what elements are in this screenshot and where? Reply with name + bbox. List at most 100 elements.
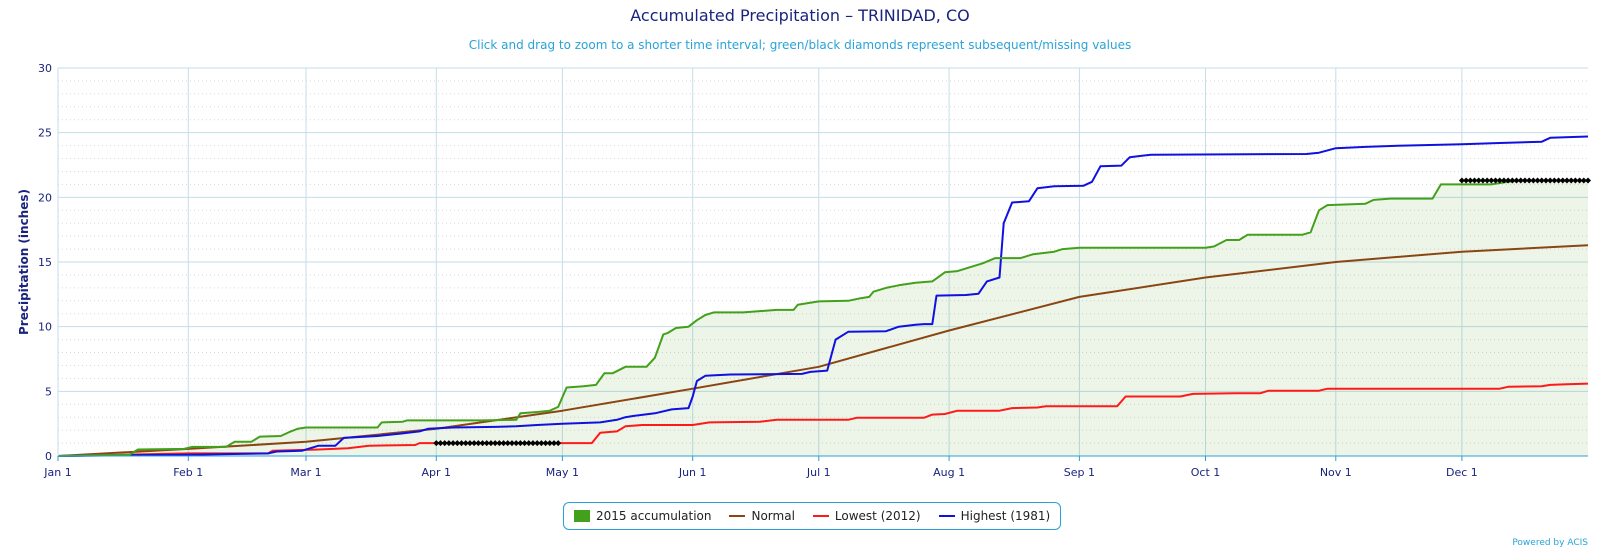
x-tick-label: Apr 1 bbox=[422, 466, 452, 479]
x-tick-label: May 1 bbox=[546, 466, 579, 479]
missing-value-diamond bbox=[550, 440, 557, 447]
missing-value-diamond bbox=[1521, 177, 1528, 184]
missing-value-diamond bbox=[445, 440, 452, 447]
x-tick-label: Dec 1 bbox=[1446, 466, 1478, 479]
powered-by-credit[interactable]: Powered by ACIS bbox=[1512, 538, 1588, 548]
legend-swatch-2015 bbox=[574, 510, 590, 522]
x-tick-label: Mar 1 bbox=[290, 466, 321, 479]
precipitation-chart[interactable]: 0 5 10 15 20 25 30 Jan 1 Feb 1 Mar 1 Apr 1 May 1 Jun… bbox=[0, 0, 1600, 500]
legend-item-highest[interactable]: Highest (1981) bbox=[938, 509, 1051, 523]
series-line-normal bbox=[57, 244, 1589, 457]
missing-value-diamond bbox=[475, 440, 482, 447]
legend-item-normal[interactable]: Normal bbox=[729, 509, 795, 523]
missing-value-diamond bbox=[1576, 177, 1583, 184]
y-tick-label: 25 bbox=[38, 127, 52, 140]
y-tick-label: 20 bbox=[38, 191, 52, 204]
missing-value-diamond bbox=[1479, 177, 1486, 184]
series-line-2015 bbox=[57, 179, 1521, 457]
missing-value-diamond bbox=[1505, 177, 1512, 184]
missing-value-diamond bbox=[1458, 177, 1465, 184]
series-layer bbox=[57, 135, 1589, 457]
missing-value-diamond bbox=[521, 440, 528, 447]
missing-value-diamond bbox=[542, 440, 549, 447]
missing-value-diamond bbox=[1580, 177, 1587, 184]
missing-value-diamond bbox=[437, 440, 444, 447]
missing-value-diamond bbox=[538, 440, 545, 447]
missing-value-diamond bbox=[555, 440, 562, 447]
legend-label-normal: Normal bbox=[751, 509, 795, 523]
missing-value-diamond bbox=[1568, 177, 1575, 184]
missing-value-diamond bbox=[500, 440, 507, 447]
missing-value-diamond bbox=[458, 440, 465, 447]
missing-value-diamond bbox=[1530, 177, 1537, 184]
missing-value-diamond bbox=[462, 440, 469, 447]
missing-value-diamond bbox=[508, 440, 515, 447]
missing-value-diamond bbox=[504, 440, 511, 447]
missing-value-diamond bbox=[1475, 177, 1482, 184]
missing-value-diamond bbox=[546, 440, 553, 447]
legend-line-normal bbox=[729, 515, 746, 517]
x-tick-label: Oct 1 bbox=[1191, 466, 1221, 479]
legend-label-lowest: Lowest (2012) bbox=[834, 509, 921, 523]
x-tick-label: Sep 1 bbox=[1064, 466, 1095, 479]
series-line-highest bbox=[57, 135, 1589, 457]
missing-value-diamond bbox=[1563, 177, 1570, 184]
legend-label-highest: Highest (1981) bbox=[960, 509, 1051, 523]
missing-value-diamond bbox=[1538, 177, 1545, 184]
missing-value-diamond bbox=[1500, 177, 1507, 184]
y-axis-label: Precipitation (inches) bbox=[17, 189, 31, 335]
y-tick-label: 10 bbox=[38, 321, 52, 334]
missing-value-diamond bbox=[483, 440, 490, 447]
missing-value-diamond bbox=[1542, 177, 1549, 184]
axes: 0 5 10 15 20 25 30 Jan 1 Feb 1 Mar 1 Apr 1 May 1 Jun… bbox=[17, 62, 1588, 479]
x-tick-label: Jun 1 bbox=[678, 466, 707, 479]
missing-value-diamond bbox=[1555, 177, 1562, 184]
missing-value-diamond bbox=[1572, 177, 1579, 184]
legend-item-lowest[interactable]: Lowest (2012) bbox=[812, 509, 921, 523]
chart-legend: 2015 accumulation Normal Lowest (2012) H… bbox=[563, 502, 1062, 530]
y-tick-label: 30 bbox=[38, 62, 52, 75]
missing-value-diamond bbox=[1534, 177, 1541, 184]
x-tick-label: Aug 1 bbox=[933, 466, 965, 479]
x-tick-label: Jan 1 bbox=[43, 466, 71, 479]
missing-value-diamond bbox=[450, 440, 457, 447]
missing-value-diamond bbox=[529, 440, 536, 447]
legend-label-2015: 2015 accumulation bbox=[596, 509, 712, 523]
missing-value-diamond bbox=[479, 440, 486, 447]
series-line-lowest bbox=[57, 382, 1589, 457]
missing-value-diamond bbox=[1467, 177, 1474, 184]
missing-value-diamond bbox=[1463, 177, 1470, 184]
x-tick-label: Jul 1 bbox=[806, 466, 831, 479]
x-tick-label: Feb 1 bbox=[173, 466, 203, 479]
legend-line-highest bbox=[938, 515, 955, 517]
missing-value-diamond bbox=[1509, 177, 1516, 184]
missing-value-diamond bbox=[513, 440, 520, 447]
missing-value-diamond bbox=[1488, 177, 1495, 184]
series-area-2015 bbox=[58, 180, 1588, 456]
missing-value-diamond bbox=[1559, 177, 1566, 184]
missing-value-diamond bbox=[487, 440, 494, 447]
y-tick-label: 15 bbox=[38, 256, 52, 269]
legend-line-lowest bbox=[812, 515, 829, 517]
missing-value-diamond bbox=[441, 440, 448, 447]
missing-value-diamond bbox=[1585, 177, 1591, 184]
y-tick-label: 5 bbox=[45, 385, 52, 398]
missing-value-diamond bbox=[1547, 177, 1554, 184]
missing-markers bbox=[433, 177, 1591, 447]
y-tick-label: 0 bbox=[45, 450, 52, 463]
missing-value-diamond bbox=[454, 440, 461, 447]
missing-value-diamond bbox=[466, 440, 473, 447]
missing-value-diamond bbox=[1484, 177, 1491, 184]
chart-title: Accumulated Precipitation – TRINIDAD, CO bbox=[630, 6, 970, 25]
missing-value-diamond bbox=[1471, 177, 1478, 184]
missing-value-diamond bbox=[525, 440, 532, 447]
missing-value-diamond bbox=[534, 440, 541, 447]
missing-value-diamond bbox=[1496, 177, 1503, 184]
missing-value-diamond bbox=[1517, 177, 1524, 184]
chart-subtitle: Click and drag to zoom to a shorter time… bbox=[468, 38, 1132, 52]
missing-value-diamond bbox=[492, 440, 499, 447]
missing-value-diamond bbox=[496, 440, 503, 447]
x-tick-label: Nov 1 bbox=[1320, 466, 1352, 479]
missing-value-diamond bbox=[1513, 177, 1520, 184]
legend-item-2015[interactable]: 2015 accumulation bbox=[574, 509, 711, 523]
